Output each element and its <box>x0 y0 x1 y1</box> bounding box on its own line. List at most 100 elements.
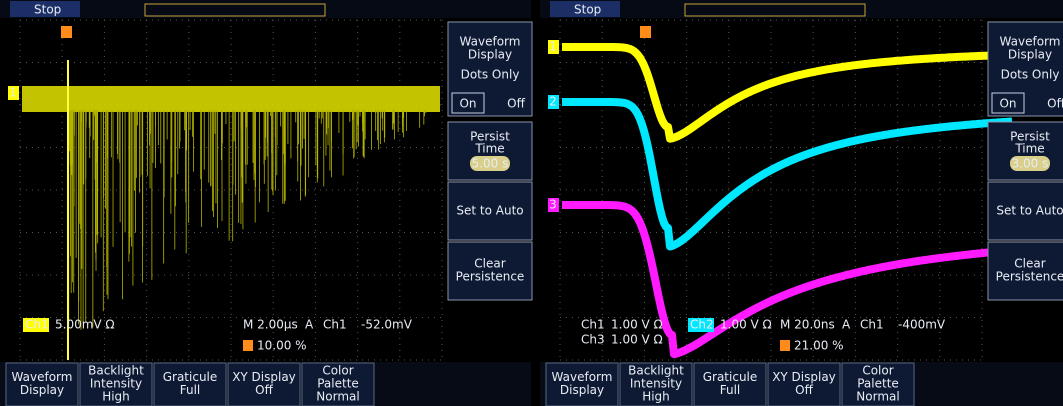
menu-title: Waveform <box>460 35 521 49</box>
channel-scale: 1.00 V Ω <box>611 333 663 347</box>
trigger-bar <box>684 3 866 17</box>
bottom-label: Palette <box>317 377 359 391</box>
bottom-button <box>545 362 619 406</box>
channel-label-box <box>688 318 714 332</box>
trigger-source: Ch1 <box>860 318 884 332</box>
clear-label: Clear <box>474 257 505 271</box>
trigger-mode: A <box>305 318 314 332</box>
bottom-label: Backlight <box>628 364 684 378</box>
bottom-label: Intensity <box>90 377 142 391</box>
trigger-bar <box>144 3 326 17</box>
bottom-label: Intensity <box>630 377 682 391</box>
menu-button <box>447 181 533 241</box>
bottom-button <box>301 362 375 406</box>
clear-label: Persistence <box>996 270 1063 284</box>
bottom-button <box>5 362 79 406</box>
channel-marker: 3 <box>549 198 557 212</box>
channel-marker-box <box>548 198 559 212</box>
toggle-on <box>451 92 485 114</box>
bottom-label: Normal <box>856 390 899 404</box>
menu-label: Dots Only <box>1001 68 1060 82</box>
trigger-icon <box>640 26 651 38</box>
channel-label: Ch1 <box>25 318 49 332</box>
bottom-button <box>619 362 693 406</box>
bottom-label: Display <box>20 383 64 397</box>
channel-marker: 1 <box>9 86 17 100</box>
persist-label: Persist <box>1010 130 1050 144</box>
trigger-source: Ch1 <box>323 318 347 332</box>
toggle-off-label: Off <box>507 97 525 111</box>
bottom-label: Graticule <box>163 370 218 384</box>
menu-button <box>447 241 533 301</box>
menu-label: Dots Only <box>461 68 520 82</box>
screen: Stop 1 2 3 Ch1 1.00 V Ω Ch2 1.00 V Ω Ch3 1.00 V Ω… <box>540 0 1063 406</box>
bottom-button <box>227 362 301 406</box>
channel-scale: 5.00mV Ω <box>55 318 115 332</box>
waveform <box>560 98 1014 251</box>
bottom-label: Full <box>180 383 201 397</box>
channel-label-box <box>23 318 49 332</box>
status: Stop <box>574 3 601 17</box>
top-bar <box>540 0 1063 18</box>
bottom-label: Display <box>560 383 604 397</box>
bottom-button <box>767 362 841 406</box>
channel-label: Ch1 <box>581 318 605 332</box>
trigger-position: 10.00 % <box>257 339 307 353</box>
channel-marker: 2 <box>549 95 557 109</box>
persist-label: Persist <box>470 130 510 144</box>
toggle-on-label: On <box>999 97 1016 111</box>
bottom-label: High <box>102 390 130 404</box>
menu-title: Waveform <box>1000 35 1061 49</box>
waveform <box>560 43 1014 143</box>
status-box <box>10 1 80 17</box>
channel-scale: 1.00 V Ω <box>720 318 772 332</box>
bottom-label: Full <box>720 383 741 397</box>
channel-marker-box <box>548 95 559 109</box>
bottom-label: Backlight <box>88 364 144 378</box>
screen: Stop 1 Ch1 5.00mV Ω M 2.00µs A Ch1 -52.0mV 10.00… <box>0 0 533 406</box>
top-bar <box>0 0 531 18</box>
channel-label: Ch3 <box>581 333 605 347</box>
channel-marker: 1 <box>549 40 557 54</box>
set-to-auto: Set to Auto <box>996 204 1063 218</box>
trigger-level: -52.0mV <box>361 318 413 332</box>
menu-button <box>987 181 1063 241</box>
toggle-off-label: Off <box>1047 97 1063 111</box>
waveform-band <box>22 86 440 112</box>
channel-marker-box <box>8 86 19 100</box>
clear-label: Clear <box>1014 257 1045 271</box>
persist-label: Time <box>474 142 504 156</box>
bottom-label: Palette <box>857 377 899 391</box>
bottom-label: XY Display <box>232 370 296 384</box>
trigger-icon <box>61 26 72 38</box>
persist-pill <box>470 156 510 171</box>
bottom-button <box>79 362 153 406</box>
clear-label: Persistence <box>456 270 525 284</box>
bottom-button <box>693 362 767 406</box>
bottom-label: Off <box>795 383 813 397</box>
trigger-mode: A <box>842 318 851 332</box>
persist-value: 3.00 s <box>1012 157 1049 171</box>
timebase: M 2.00µs <box>243 318 298 332</box>
bottom-label: Normal <box>316 390 359 404</box>
channel-marker-box <box>548 40 559 54</box>
status: Stop <box>34 3 61 17</box>
bottom-button <box>841 362 915 406</box>
bottom-label: Waveform <box>12 370 73 384</box>
menu-title: Display <box>1008 48 1052 62</box>
trigger-position: 21.00 % <box>794 339 844 353</box>
toggle-on <box>991 92 1025 114</box>
bottom-label: Color <box>862 364 893 378</box>
bottom-label: XY Display <box>772 370 836 384</box>
bottom-label: Waveform <box>552 370 613 384</box>
trigger-pos-icon <box>780 340 790 351</box>
waveform <box>560 201 1014 359</box>
status-box <box>550 1 620 17</box>
channel-scale: 1.00 V Ω <box>611 318 663 332</box>
persist-value: 5.00 s <box>472 157 509 171</box>
bottom-label: Graticule <box>703 370 758 384</box>
trigger-pos-icon <box>243 340 253 351</box>
menu-title: Display <box>468 48 512 62</box>
channel-label: Ch2 <box>690 318 714 332</box>
